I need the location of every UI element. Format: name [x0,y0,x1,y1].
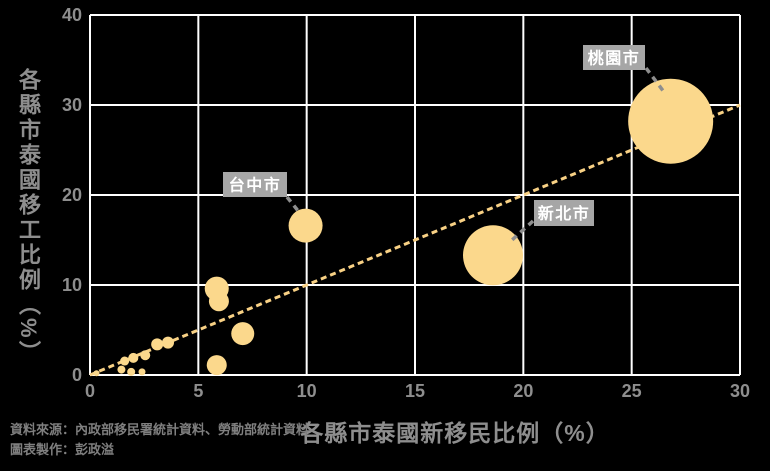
city-label-box [583,45,645,70]
bubble [120,356,130,366]
annotation-connector [644,66,666,94]
trendline [89,103,741,377]
source-credit: 資料來源：內政部移民署統計資料、勞動部統計資料 圖表製作：彭政溢 [10,420,309,460]
x-tick-label: 0 [85,381,95,401]
x-tick-label: 20 [513,381,533,401]
bubble [231,322,255,346]
y-axis-title: 各縣市泰國移工比例（%） [16,68,41,366]
y-tick-label: 20 [62,185,82,205]
x-tick-label: 10 [297,381,317,401]
source-line-1: 資料來源：內政部移民署統計資料、勞動部統計資料 [10,422,310,437]
x-tick-label: 30 [730,381,750,401]
bubble [151,338,164,351]
y-tick-label: 30 [62,95,82,115]
annotation-connector [285,195,301,214]
city-label-box [223,172,287,197]
bubble [93,370,100,377]
bubble [208,291,229,312]
bubble [117,365,126,374]
source-line-2: 圖表製作：彭政溢 [10,442,115,457]
x-axis-title: 各縣市泰國新移民比例（%） [300,420,610,446]
bubble-桃園市 [628,78,714,164]
bubble [127,367,136,376]
bubble-台中市 [288,208,323,243]
x-tick-label: 5 [193,381,203,401]
bubble [140,350,151,361]
city-label: 新北市 [538,204,591,223]
y-tick-label: 0 [72,365,82,385]
city-label: 桃園市 [588,49,641,68]
annotation-connector [510,219,535,242]
y-tick-label: 10 [62,275,82,295]
bubble [206,355,227,376]
bubble [162,336,174,349]
x-tick-label: 25 [622,381,642,401]
x-tick-label: 15 [405,381,425,401]
city-label-box [534,200,594,226]
bubble [138,368,146,376]
y-tick-label: 40 [62,5,82,25]
bubble-新北市 [463,225,523,286]
bubble [128,352,139,363]
city-label: 台中市 [229,176,282,195]
